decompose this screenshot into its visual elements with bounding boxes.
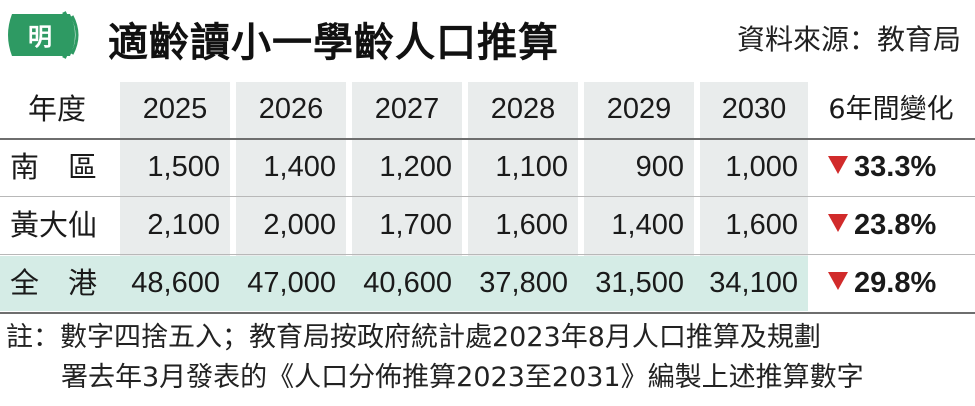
table-cell: 48,600 — [131, 267, 220, 299]
table-row-highlight: 全 港 48,600 47,000 40,600 37,800 31,500 3… — [0, 256, 975, 311]
page-title: 適齡讀小一學齡人口推算 — [108, 20, 559, 66]
header-2026: 2026 — [258, 93, 324, 125]
change-cell: 33.3% — [812, 140, 972, 195]
table-header-row: 年度 2025 2026 2027 2028 2029 2030 6年間變化 — [0, 82, 975, 137]
change-cell: 29.8% — [812, 256, 972, 311]
table-bottom-border — [0, 312, 975, 314]
header-2029: 2029 — [606, 93, 672, 125]
row-divider — [0, 196, 975, 197]
table-cell: 2,100 — [147, 209, 220, 241]
footnote-line-2: 署去年3月發表的《人口分佈推算2023至2031》編製上述推算數字 — [61, 362, 864, 393]
table-cell: 40,600 — [363, 267, 452, 299]
source-note: 資料來源：教育局 — [736, 23, 961, 56]
table-cell: 1,200 — [379, 151, 452, 183]
highlight-bg — [120, 256, 808, 311]
table-cell: 1,600 — [725, 209, 798, 241]
table-cell: 1,400 — [611, 209, 684, 241]
table-cell: 2,000 — [263, 209, 336, 241]
header-change: 6年間變化 — [828, 94, 954, 125]
ming-pao-logo — [8, 11, 79, 59]
table-cell: 47,000 — [247, 267, 336, 299]
header-2030: 2030 — [721, 93, 787, 125]
table-cell: 34,100 — [709, 267, 798, 299]
table-row: 南 區 1,500 1,400 1,200 1,100 900 1,000 33… — [0, 140, 975, 195]
header-year-label: 年度 — [28, 92, 87, 126]
header-2027: 2027 — [374, 93, 440, 125]
table-cell: 900 — [635, 151, 684, 183]
down-arrow-icon — [828, 272, 848, 291]
header-divider — [0, 138, 975, 140]
row-label: 南 區 — [10, 150, 98, 184]
table-cell: 31,500 — [595, 267, 684, 299]
highlight-label-bg — [0, 256, 120, 311]
header: 明 適齡讀小一學齡人口推算 資料來源：教育局 — [0, 0, 975, 74]
table-cell: 1,700 — [379, 209, 452, 241]
table-row: 黃大仙 2,100 2,000 1,700 1,600 1,400 1,600 … — [0, 198, 975, 253]
row-label: 黃大仙 — [10, 208, 98, 242]
change-value: 29.8% — [854, 267, 937, 299]
header-2028: 2028 — [490, 93, 556, 125]
table-cell: 1,000 — [725, 151, 798, 183]
change-cell: 23.8% — [812, 198, 972, 253]
down-arrow-icon — [828, 156, 848, 175]
table-cell: 1,400 — [263, 151, 336, 183]
row-divider — [0, 254, 975, 255]
table-cell: 1,500 — [147, 151, 220, 183]
table-cell: 1,600 — [495, 209, 568, 241]
header-2025: 2025 — [142, 93, 208, 125]
change-value: 33.3% — [854, 151, 937, 183]
change-value: 23.8% — [854, 209, 937, 241]
table-cell: 37,800 — [479, 267, 568, 299]
footnote-line-1: 註：數字四捨五入；教育局按政府統計處2023年8月人口推算及規劃 — [6, 322, 821, 353]
logo-text: 明 — [28, 23, 52, 51]
table-cell: 1,100 — [495, 151, 568, 183]
down-arrow-icon — [828, 214, 848, 233]
row-label: 全 港 — [10, 266, 98, 300]
